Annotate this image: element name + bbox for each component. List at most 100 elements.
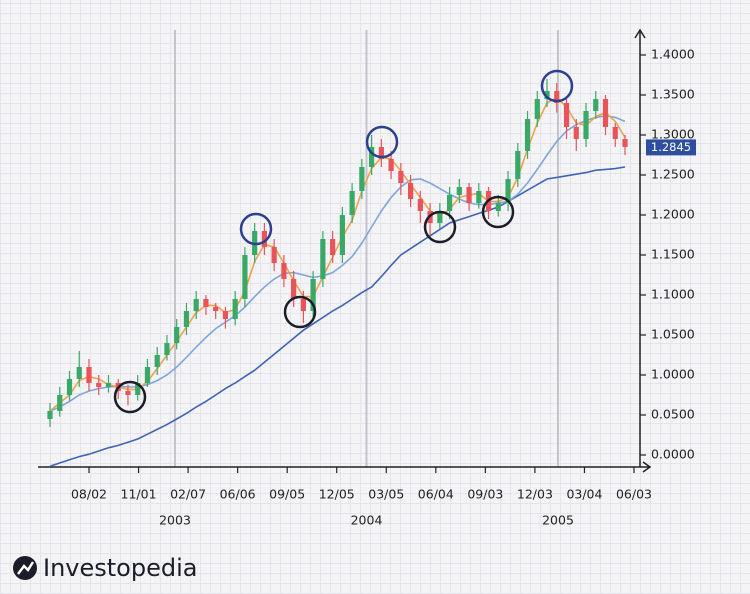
candle-body bbox=[105, 383, 112, 387]
x-tick-label: 03/05 bbox=[368, 487, 404, 502]
y-tick-label: 1.2500 bbox=[651, 167, 695, 182]
candle-body bbox=[242, 255, 248, 299]
y-tick-label: 0.0000 bbox=[651, 447, 695, 462]
candle-body bbox=[271, 247, 277, 263]
candle-body bbox=[369, 147, 375, 167]
candle-body bbox=[164, 343, 170, 355]
candle-body bbox=[125, 391, 131, 395]
candle-body bbox=[349, 191, 355, 215]
candle-body bbox=[339, 215, 345, 255]
x-tick-label: 02/07 bbox=[170, 487, 206, 502]
x-tick-label: 11/01 bbox=[121, 487, 157, 502]
x-tick-label: 06/04 bbox=[418, 487, 454, 502]
candle-body bbox=[281, 263, 287, 279]
candle-body bbox=[261, 231, 268, 247]
y-tick-label: 1.3000 bbox=[651, 127, 695, 142]
candle-body bbox=[359, 167, 365, 191]
candle-body bbox=[232, 299, 238, 319]
y-tick-label: 1.1500 bbox=[651, 247, 695, 262]
y-tick-label: 1.3500 bbox=[651, 87, 695, 102]
x-tick-label: 12/05 bbox=[319, 487, 355, 502]
x-axis-arrow bbox=[642, 461, 652, 473]
x-tick-label: 08/02 bbox=[71, 487, 107, 502]
x-tick-label: 06/03 bbox=[616, 487, 652, 502]
highlight-circle bbox=[540, 69, 574, 103]
candle-body bbox=[57, 395, 63, 411]
candle-body bbox=[495, 203, 501, 211]
last-price: 1.2845 bbox=[651, 140, 691, 154]
x-tick-label: 09/03 bbox=[467, 487, 503, 502]
candle-body bbox=[554, 91, 560, 103]
highlight-circle bbox=[113, 380, 147, 414]
candle-body bbox=[76, 367, 82, 379]
candle-body bbox=[515, 151, 521, 179]
moving-average bbox=[49, 114, 626, 412]
candle-body bbox=[388, 159, 394, 171]
highlight-circle bbox=[283, 295, 317, 329]
candle-body bbox=[66, 379, 73, 395]
candle-body bbox=[534, 99, 540, 119]
candle-body bbox=[573, 127, 579, 139]
candle-body bbox=[593, 99, 599, 111]
candle-body bbox=[203, 299, 209, 307]
candle-body bbox=[193, 299, 199, 311]
moving-average bbox=[49, 96, 626, 412]
candle-body bbox=[154, 355, 160, 367]
candle-body bbox=[398, 171, 404, 183]
highlight-circle bbox=[365, 125, 399, 159]
candle-body bbox=[96, 383, 102, 387]
candle-body bbox=[320, 239, 326, 279]
y-tick-label: 1.1000 bbox=[651, 287, 695, 302]
year-label: 2004 bbox=[351, 513, 383, 528]
candle-body bbox=[86, 367, 92, 383]
x-tick-label: 06/06 bbox=[220, 487, 256, 502]
candle-body bbox=[622, 139, 628, 147]
y-tick-label: 1.0500 bbox=[651, 327, 695, 342]
y-tick-label: 1.4000 bbox=[651, 47, 695, 62]
x-tick-label: 09/05 bbox=[269, 487, 305, 502]
brand: Investopedia bbox=[43, 554, 197, 582]
x-tick-label: 03/04 bbox=[566, 487, 602, 502]
candle-body bbox=[437, 211, 443, 223]
y-tick-label: 1.2000 bbox=[651, 207, 695, 222]
candle-body bbox=[466, 187, 472, 203]
candle-body bbox=[446, 195, 453, 211]
candle-body bbox=[300, 299, 306, 311]
candle-body bbox=[456, 187, 462, 195]
candle-body bbox=[612, 127, 618, 139]
highlight-circle bbox=[423, 210, 457, 244]
candle-body bbox=[544, 91, 550, 99]
candle-body bbox=[144, 367, 151, 383]
candle-body bbox=[222, 311, 229, 319]
highlight-circle bbox=[239, 212, 273, 246]
candle-body bbox=[47, 411, 53, 419]
y-tick-label: 0.0500 bbox=[651, 407, 695, 422]
candle-body bbox=[183, 311, 190, 327]
y-tick-label: 1.0000 bbox=[651, 367, 695, 382]
year-label: 2003 bbox=[159, 513, 191, 528]
year-label: 2005 bbox=[542, 513, 574, 528]
candle-body bbox=[310, 279, 316, 311]
logo: Investopedia bbox=[13, 554, 197, 582]
candle-body bbox=[407, 183, 414, 199]
candle-body bbox=[378, 147, 384, 159]
x-tick-label: 12/03 bbox=[517, 487, 553, 502]
candle-body bbox=[174, 327, 180, 343]
highlight-circle bbox=[481, 195, 515, 229]
candle-body bbox=[417, 199, 423, 211]
logo-mark bbox=[17, 561, 35, 575]
moving-average bbox=[49, 166, 626, 467]
candle-body bbox=[213, 307, 219, 311]
last-price-box bbox=[646, 139, 696, 156]
candle-body bbox=[583, 111, 589, 139]
candle-body bbox=[505, 179, 511, 203]
candle-body bbox=[291, 279, 297, 299]
candle-body bbox=[135, 383, 141, 395]
candle-body bbox=[524, 119, 531, 151]
y-axis-arrow bbox=[634, 28, 646, 39]
candle-body bbox=[563, 103, 570, 127]
candle-body bbox=[476, 191, 482, 203]
candle-body bbox=[330, 239, 336, 255]
